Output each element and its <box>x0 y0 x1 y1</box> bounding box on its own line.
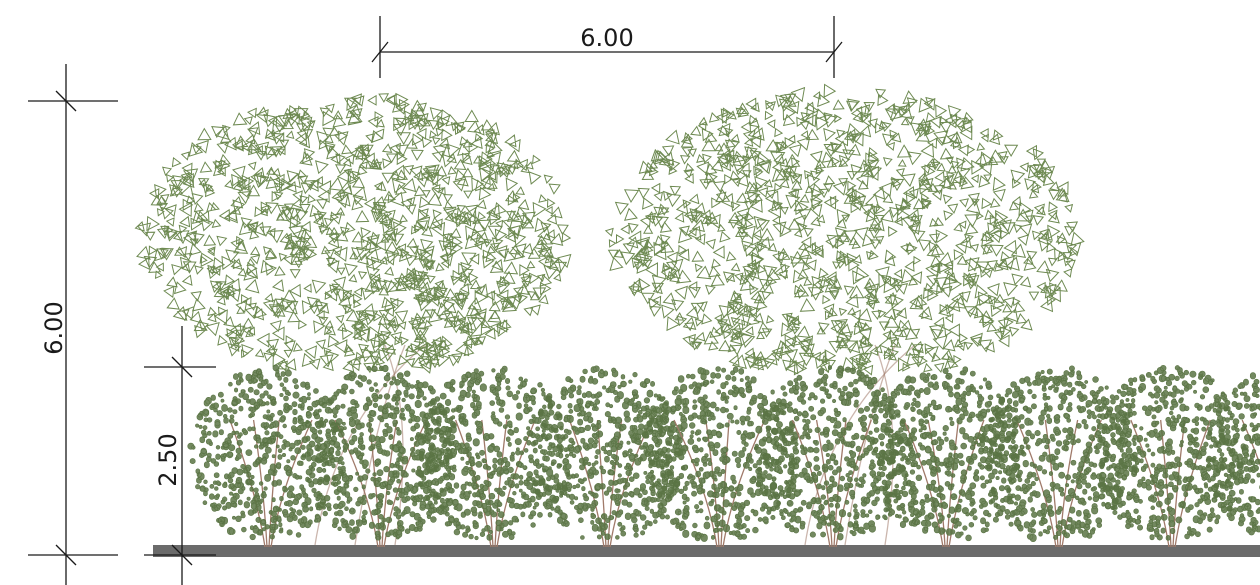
hedge-shrub <box>528 365 687 548</box>
hedge-shrub <box>1205 372 1260 536</box>
tall-trees-layer <box>134 83 1085 546</box>
hedge-foliage <box>187 364 346 541</box>
hedge-shrub <box>1093 365 1253 548</box>
hedge-foliage <box>979 365 1138 542</box>
spacing-dimension: 6.00 <box>371 16 843 78</box>
ground-line <box>153 545 1260 557</box>
hedge-shrub <box>301 364 462 548</box>
hedge-height-dimension-label: 2.50 <box>154 433 182 486</box>
hedge-height-dimension: 2.50 <box>144 326 216 585</box>
hedge-shrub <box>979 365 1138 548</box>
tree-foliage <box>604 83 1085 376</box>
tree-foliage <box>134 92 572 374</box>
spacing-dimension-label: 6.00 <box>580 24 633 52</box>
total-height-dimension-label: 6.00 <box>40 301 68 354</box>
hedge-foliage <box>1205 372 1260 536</box>
total-height-dimension: 6.00 <box>28 64 118 585</box>
hedge-shrub <box>187 364 346 548</box>
hedge-shrub <box>640 366 800 548</box>
hedge-shrub <box>415 365 574 548</box>
hedge-foliage <box>1093 365 1253 541</box>
hedge-layer <box>187 364 1260 548</box>
